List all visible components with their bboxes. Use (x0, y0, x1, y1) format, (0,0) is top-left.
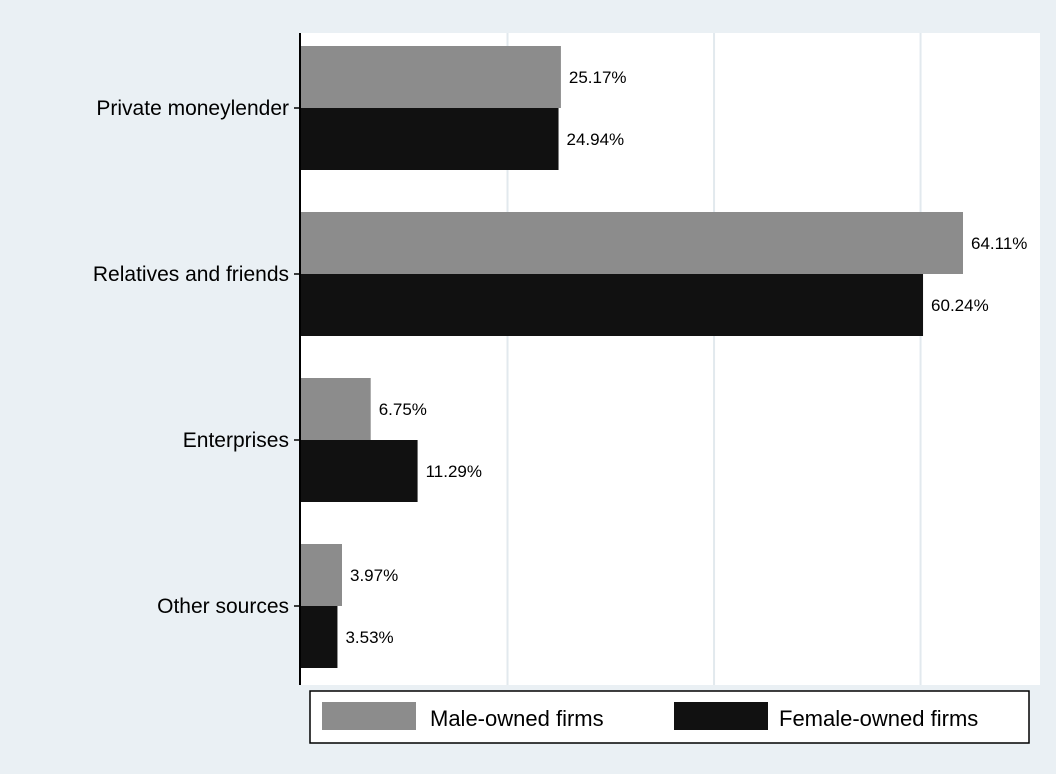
legend-label-female: Female-owned firms (779, 706, 978, 731)
bar-private-moneylender-female (301, 108, 559, 170)
data-label-enterprises-female: 11.29% (426, 462, 482, 481)
y-tick-label-relatives-and-friends: Relatives and friends (93, 263, 289, 286)
data-label-enterprises-male: 6.75% (379, 400, 427, 419)
y-axis-ticks: Private moneylender Relatives and friends… (93, 97, 300, 618)
bar-other-sources-female (301, 606, 338, 668)
bar-labels: 25.17% 24.94% 64.11% 60.24% 6.75% 11.29% 3.97%… (345, 68, 1027, 647)
bar-relatives-and-friends-female (301, 274, 924, 336)
data-label-other-sources-male: 3.97% (350, 566, 398, 585)
data-label-relatives-and-friends-male: 64.11% (971, 234, 1027, 253)
bar-enterprises-male (301, 378, 371, 440)
legend-swatch-female (674, 702, 768, 730)
y-tick-label-private-moneylender: Private moneylender (96, 97, 289, 120)
legend-box (309, 690, 1030, 744)
data-label-private-moneylender-female: 24.94% (567, 130, 625, 149)
y-tick-label-other-sources: Other sources (157, 595, 289, 618)
y-tick-label-enterprises: Enterprises (183, 429, 289, 452)
bars (301, 46, 963, 668)
legend-swatch-male (322, 702, 416, 730)
bar-private-moneylender-male (301, 46, 561, 108)
legend: Male-owned firms Female-owned firms (309, 690, 1030, 744)
bar-other-sources-male (301, 544, 342, 606)
data-label-other-sources-female: 3.53% (345, 628, 393, 647)
bar-relatives-and-friends-male (301, 212, 963, 274)
data-label-relatives-and-friends-female: 60.24% (931, 296, 989, 315)
bar-enterprises-female (301, 440, 418, 502)
data-label-private-moneylender-male: 25.17% (569, 68, 627, 87)
legend-label-male: Male-owned firms (430, 706, 604, 731)
